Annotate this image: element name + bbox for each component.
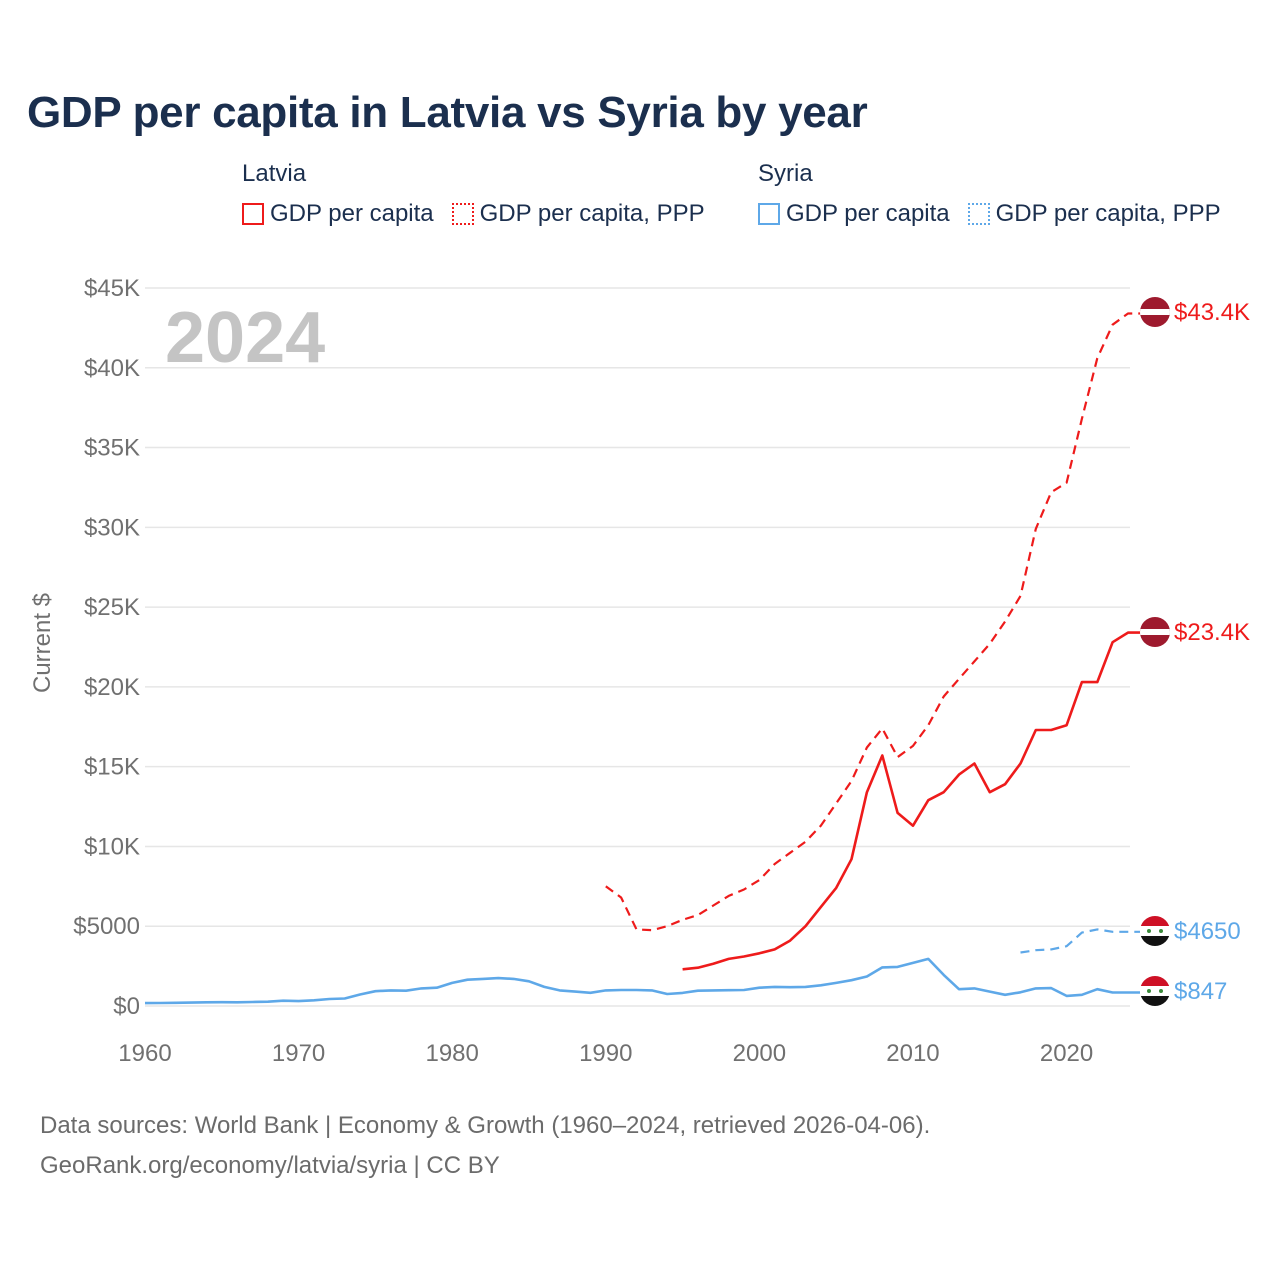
legend-swatch-dotted — [451, 203, 474, 225]
y-axis-label: Current $ — [29, 593, 56, 693]
end-value-label: $23.4K — [1174, 619, 1250, 646]
end-value-label: $43.4K — [1174, 299, 1250, 326]
legend-syria-ppp-label: GDP per capita, PPP — [995, 200, 1221, 227]
legend-latvia-ppp-label: GDP per capita, PPP — [479, 200, 705, 227]
legend-latvia-ppp[interactable]: GDP per capita, PPP — [451, 200, 705, 228]
x-tick-label: 1990 — [579, 1040, 632, 1067]
y-tick-label: $25K — [84, 594, 140, 621]
x-tick-label: 1960 — [118, 1040, 171, 1067]
footer-credit[interactable]: GeoRank.org/economy/latvia/syria | CC BY — [40, 1152, 500, 1179]
legend-swatch-solid — [242, 203, 264, 225]
y-tick-label: $35K — [84, 435, 140, 462]
year-watermark: 2024 — [165, 298, 325, 378]
end-value-label: $847 — [1174, 978, 1227, 1005]
y-tick-label: $5000 — [73, 913, 140, 940]
legend-syria-gdp[interactable]: GDP per capita — [758, 200, 950, 228]
footer-sources: Data sources: World Bank | Economy & Gro… — [40, 1112, 931, 1139]
series-line-latvia-gdp-per-capita — [682, 631, 1140, 971]
legend-syria-title: Syria — [758, 160, 813, 187]
legend-latvia-gdp-label: GDP per capita — [270, 200, 434, 227]
y-tick-label: $10K — [84, 833, 140, 860]
legend-latvia-gdp[interactable]: GDP per capita — [242, 200, 434, 228]
latvia-flag-icon — [1140, 297, 1170, 327]
legend-syria: Syria GDP per capita GDP per capita, PPP — [758, 160, 1221, 228]
y-tick-label: $30K — [84, 514, 140, 541]
legend-latvia-title: Latvia — [242, 160, 307, 187]
x-tick-label: 2010 — [886, 1040, 939, 1067]
x-tick-label: 2000 — [733, 1040, 786, 1067]
legend-syria-gdp-label: GDP per capita — [786, 200, 950, 227]
latvia-flag-icon — [1140, 617, 1170, 647]
series-line-syria-gdp-per-capita-ppp — [1020, 928, 1140, 954]
series-line-syria-gdp-per-capita — [144, 957, 1140, 1005]
x-tick-label: 1970 — [272, 1040, 325, 1067]
y-tick-label: $20K — [84, 674, 140, 701]
legend-latvia: Latvia GDP per capita GDP per capita, PP… — [242, 160, 705, 228]
x-tick-label: 1980 — [425, 1040, 478, 1067]
end-value-label: $4650 — [1174, 918, 1241, 945]
y-tick-label: $0 — [113, 993, 140, 1020]
series-line-latvia-gdp-per-capita-ppp — [605, 312, 1140, 932]
x-tick-label: 2020 — [1040, 1040, 1093, 1067]
y-tick-label: $40K — [84, 355, 140, 382]
y-tick-label: $15K — [84, 754, 140, 781]
y-tick-label: $45K — [84, 275, 140, 302]
syria-flag-icon — [1140, 976, 1170, 1006]
legend-swatch-dotted — [967, 203, 990, 225]
legend-swatch-solid — [758, 203, 780, 225]
chart-title: GDP per capita in Latvia vs Syria by yea… — [27, 88, 868, 137]
syria-flag-icon — [1140, 916, 1170, 946]
legend-syria-ppp[interactable]: GDP per capita, PPP — [967, 200, 1221, 228]
footer: Data sources: World Bank | Economy & Gro… — [40, 1106, 930, 1186]
